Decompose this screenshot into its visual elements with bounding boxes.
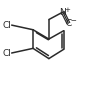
Text: N: N bbox=[59, 8, 66, 17]
Text: Cl: Cl bbox=[3, 49, 12, 57]
Text: C: C bbox=[65, 19, 72, 28]
Text: +: + bbox=[65, 7, 71, 13]
Text: Cl: Cl bbox=[3, 21, 12, 30]
Text: −: − bbox=[70, 18, 76, 24]
